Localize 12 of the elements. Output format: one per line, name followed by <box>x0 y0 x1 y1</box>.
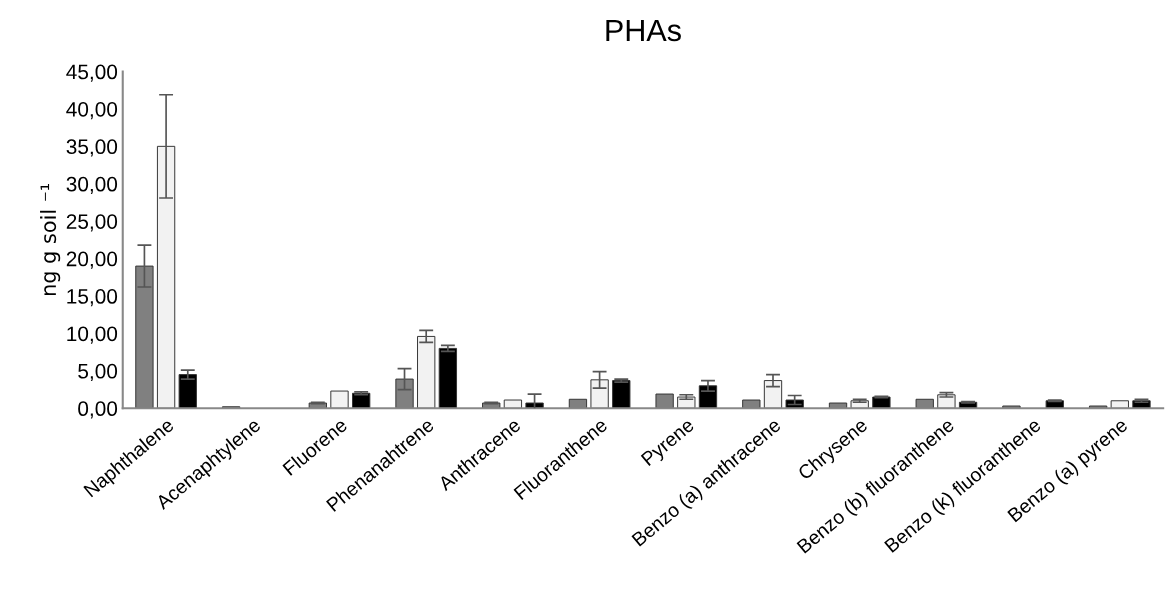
y-tick-label: 40,00 <box>66 101 118 120</box>
y-tick-label: 10,00 <box>67 326 118 344</box>
y-tick-label: 5,00 <box>78 363 118 382</box>
y-tick-label: 25,00 <box>66 214 118 232</box>
y-tick-label: 45,00 <box>66 64 118 82</box>
y-tick-label: 35,00 <box>66 139 118 157</box>
y-tick-label: 30,00 <box>66 176 118 194</box>
y-tick-label: 0,00 <box>78 401 118 419</box>
y-tick-label: 15,00 <box>67 289 118 307</box>
chart-title: PHAs <box>606 19 681 42</box>
y-axis-title: ng g soil ⁻¹ <box>40 184 61 296</box>
y-tick-label: 20,00 <box>66 251 118 269</box>
